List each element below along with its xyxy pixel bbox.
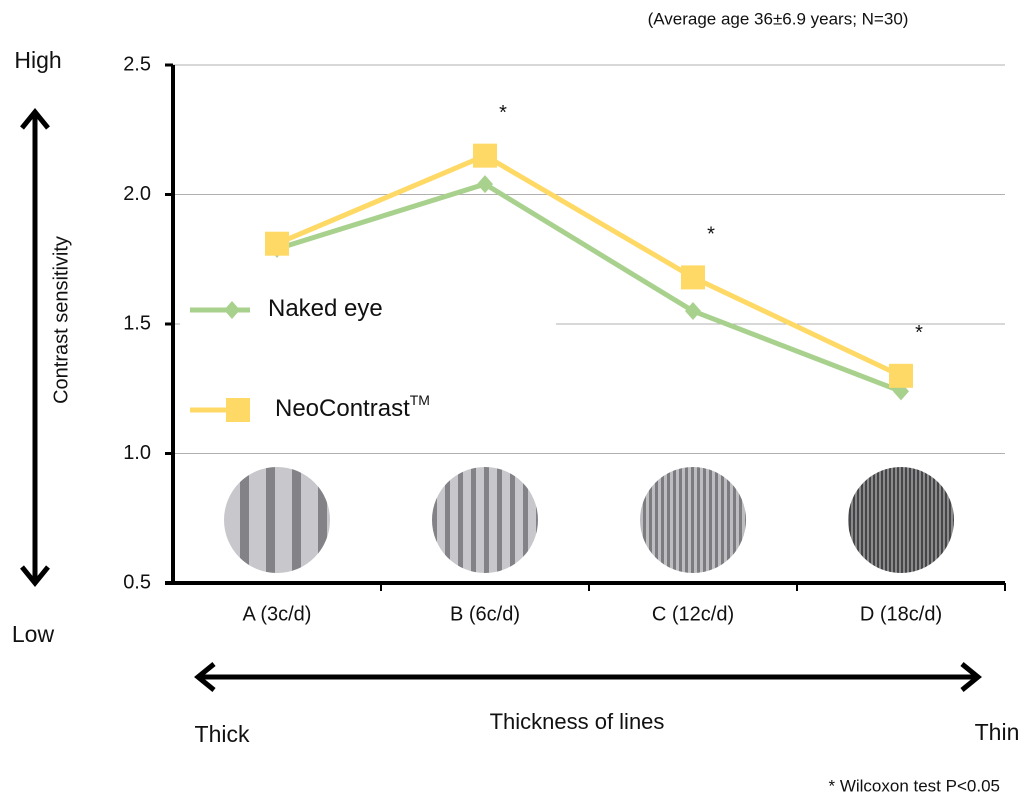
y-tick-label: 2.0 [123,183,151,205]
page: (Average age 36±6.9 years; N=30) High Lo… [0,0,1025,802]
marker [265,232,289,256]
subtitle: (Average age 36±6.9 years; N=30) [648,9,909,28]
y-low: Low [12,621,55,647]
legend-label: NeoContrastTM [275,392,430,423]
legend-name: Naked eye [268,295,383,322]
y-high: High [14,47,61,73]
x-tick-label: A (3c/d) [243,603,312,625]
x-right-label: Thin [975,719,1020,745]
marker [681,265,705,289]
legend-superscript: TM [410,392,430,408]
x-tick-label: C (12c/d) [652,603,734,625]
y-tick-label: 2.5 [123,53,151,75]
x-axis-label: Thickness of lines [490,709,665,734]
y-tick-label: 0.5 [123,571,151,593]
x-tick-label: D (18c/d) [860,603,942,625]
y-axis-label: Contrast sensitivity [50,236,72,404]
x-left-label: Thick [195,721,250,747]
v-arrow [22,112,48,583]
marker [226,398,250,422]
significance-mark: * [707,224,715,246]
grating [640,467,746,573]
h-arrow [198,664,978,690]
legend-name: NeoContrast [275,395,410,422]
significance-mark: * [915,322,923,344]
grating [224,467,330,573]
marker [889,364,913,388]
footnote: * Wilcoxon test P<0.05 [828,776,1000,795]
y-tick-label: 1.0 [123,442,151,464]
x-tick-label: B (6c/d) [450,603,520,625]
y-tick-label: 1.5 [123,312,151,334]
legend-label: Naked eye [268,295,383,322]
gratings [224,467,954,573]
significance-mark: * [499,102,507,124]
grating [848,467,954,573]
chart: (Average age 36±6.9 years; N=30) High Lo… [0,0,1025,802]
grating [432,467,538,573]
marker [473,144,497,168]
